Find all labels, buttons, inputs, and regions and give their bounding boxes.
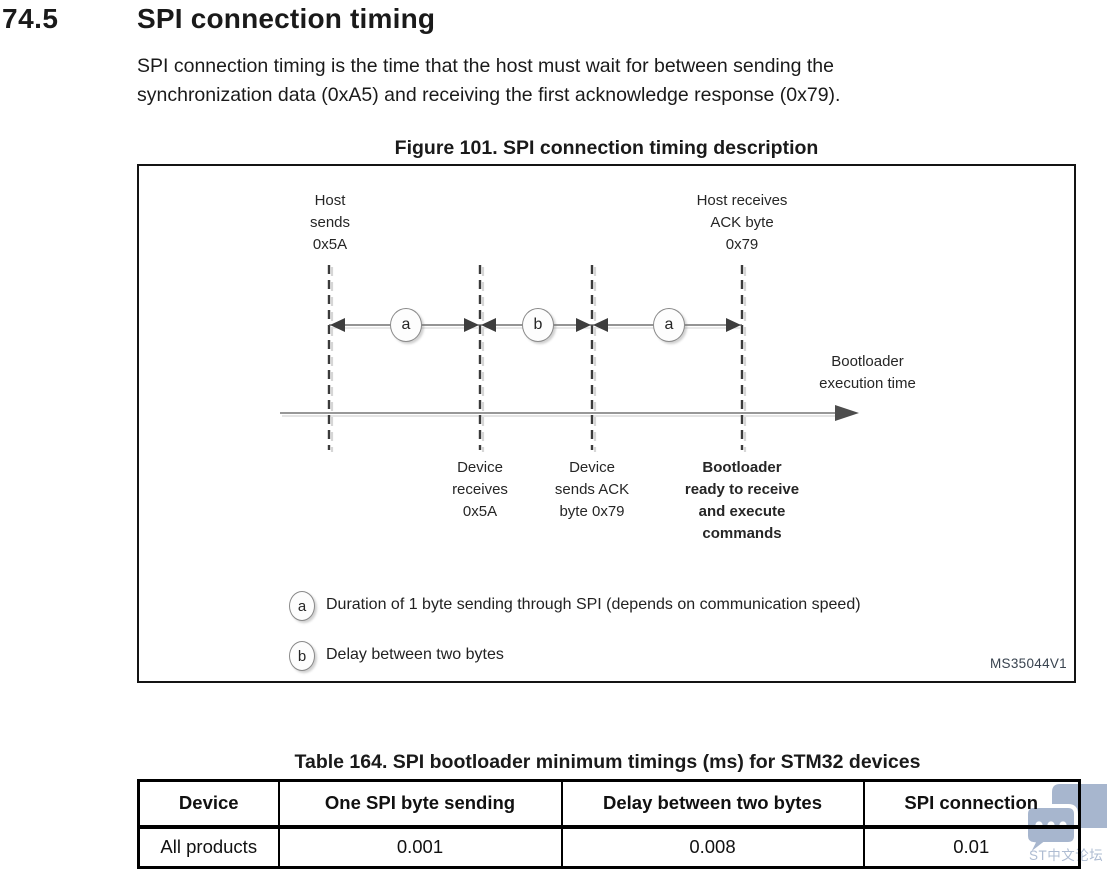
timing-marker-b: b: [522, 308, 554, 342]
timeline-arrowhead-icon: [835, 405, 859, 421]
watermark-text: ST中文论坛: [1029, 848, 1104, 863]
legend-marker-a: a: [289, 591, 315, 621]
intro-line-2: synchronization data (0xA5) and receivin…: [137, 84, 841, 106]
timings-table: Device One SPI byte sending Delay betwee…: [137, 779, 1081, 869]
label-bootloader-ready: Bootloader ready to receive and execute …: [684, 459, 800, 542]
col-header-device: Device: [137, 779, 280, 829]
label-device-sends-ack: Device sends ACK byte 0x79: [554, 459, 630, 520]
segment-arrowheads: [330, 318, 741, 332]
intro-paragraph: SPI connection timing is the time that t…: [137, 52, 997, 110]
label-host-receives-ack: Host receives ACK byte 0x79: [696, 192, 788, 253]
col-header-delay-two-bytes: Delay between two bytes: [560, 779, 865, 829]
label-host-sends: Host sends 0x5A: [309, 192, 351, 253]
figure-reference-id: MS35044V1: [989, 656, 1067, 671]
page-title: SPI connection timing: [137, 3, 436, 34]
figure-caption: Figure 101. SPI connection timing descri…: [394, 137, 819, 159]
legend-text-b: Delay between two bytes: [326, 646, 504, 663]
forum-watermark: ST中文论坛: [1018, 780, 1107, 871]
label-device-receives: Device receives 0x5A: [452, 459, 508, 520]
figure-timing-diagram: Host sends 0x5A Host receives ACK byte 0…: [137, 164, 1076, 683]
cell-device: All products: [137, 825, 280, 869]
cell-delay-two-bytes: 0.008: [560, 825, 865, 869]
legend-marker-b: b: [289, 641, 315, 671]
table-header-row: Device One SPI byte sending Delay betwee…: [137, 779, 1081, 829]
event-dashed-lines: [327, 265, 744, 450]
watermark-chat-bubbles-icon: [1024, 784, 1107, 860]
dashed-line-shadows: [330, 267, 747, 452]
table-caption: Table 164. SPI bootloader minimum timing…: [294, 751, 921, 773]
timing-marker-a1: a: [390, 308, 422, 342]
col-header-one-spi-byte: One SPI byte sending: [277, 779, 563, 829]
ellipsis-dots-icon: [1035, 821, 1067, 829]
label-bootloader-execution-time: Bootloader execution time: [819, 353, 916, 392]
legend-text-a: Duration of 1 byte sending through SPI (…: [326, 596, 861, 613]
section-number: 74.5: [2, 3, 59, 34]
cell-one-spi-byte: 0.001: [277, 825, 563, 869]
intro-line-1: SPI connection timing is the time that t…: [137, 55, 834, 77]
timing-marker-a2: a: [653, 308, 685, 342]
table-row: All products 0.001 0.008 0.01: [137, 825, 1081, 869]
